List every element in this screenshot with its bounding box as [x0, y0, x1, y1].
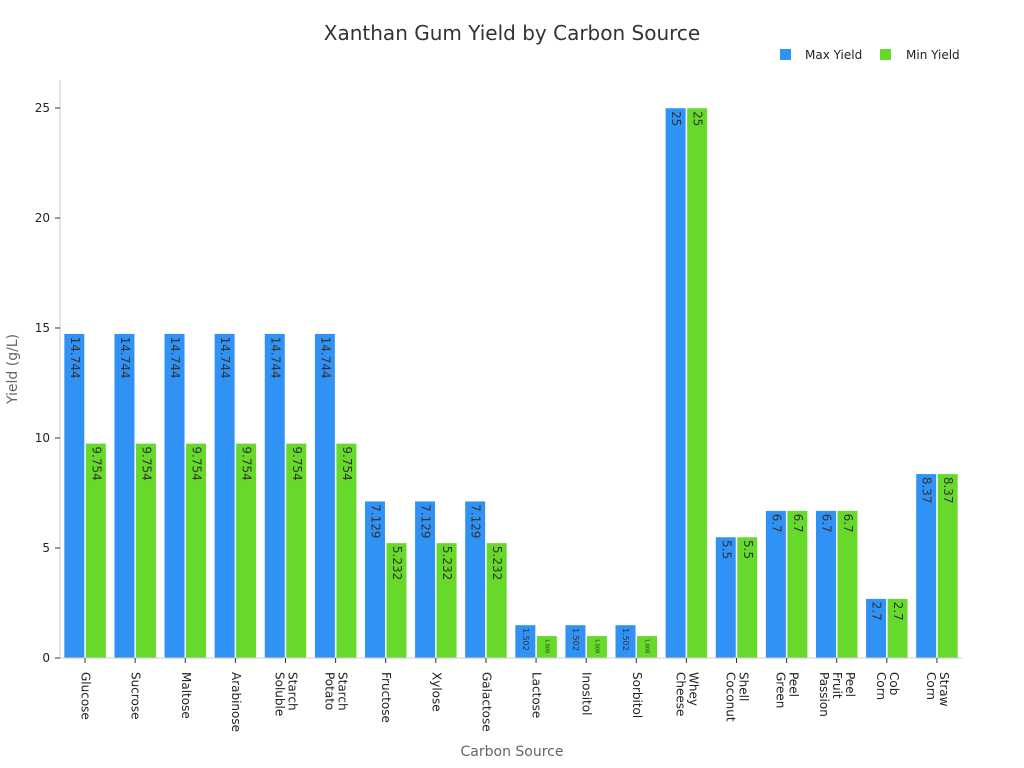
x-tick-label-passion-fruit-peel: Passion [817, 672, 831, 717]
x-tick-label-arabinose: Arabinose [229, 672, 243, 732]
legend: Max Yield Min Yield [780, 48, 960, 62]
bar-label-min-yield-corn-cob: 2.7 [891, 602, 905, 621]
y-axis-ticks: 0 5 10 15 20 25 [35, 101, 60, 665]
bar-label-min-yield-glucose: 9.754 [89, 446, 103, 480]
bar-min-yield-cheese-whey [686, 107, 708, 659]
x-tick-label-sorbitol: Sorbitol [630, 672, 644, 718]
x-tick-label-coconut-shell: Coconut [724, 672, 738, 722]
x-tick-label-corn-straw: Corn [924, 672, 938, 700]
x-tick-label-fructose: Fructose [379, 672, 393, 723]
bar-max-yield-potato-starch [314, 333, 336, 659]
bar-label-max-yield-passion-fruit-peel: 6.7 [819, 514, 833, 533]
bar-label-max-yield-glucose: 14.744 [68, 337, 82, 379]
y-tick-label: 5 [42, 541, 50, 555]
bar-label-min-yield-fructose: 5.232 [390, 546, 404, 580]
y-tick-label: 10 [35, 431, 50, 445]
x-tick-label-glucose: Glucose [79, 672, 93, 720]
x-axis-ticks: Glucose Sucrose Maltose Arabinose Soluble Sta… [79, 658, 951, 732]
bar-label-min-yield-green-peel: 6.7 [791, 514, 805, 533]
bar-label-max-yield-arabinose: 14.744 [218, 337, 232, 379]
bar-label-max-yield-maltose: 14.744 [168, 337, 182, 379]
x-tick-label-maltose: Maltose [179, 672, 193, 719]
x-tick-label-potato-starch: Potato [323, 672, 337, 710]
bar-label-max-yield-corn-cob: 2.7 [870, 602, 884, 621]
x-tick-label-galactose: Galactose [479, 672, 493, 732]
x-tick-label-xylose: Xylose [429, 672, 443, 712]
bars [63, 107, 959, 659]
bar-value-labels: 14.744 9.754 14.744 9.754 14.744 9.754 14.744 9… [68, 111, 955, 653]
x-tick-label-sucrose: Sucrose [129, 672, 143, 719]
y-tick-label: 15 [35, 321, 50, 335]
bar-label-min-yield-sorbitol: 1.008 [644, 639, 650, 653]
bar-label-min-yield-sucrose: 9.754 [139, 446, 153, 480]
bar-label-min-yield-soluble-starch: 9.754 [290, 446, 304, 480]
legend-swatch-max-yield [780, 49, 791, 60]
bar-max-yield-glucose [63, 333, 85, 659]
legend-swatch-min-yield [880, 49, 891, 60]
bar-label-min-yield-inositol: 1.008 [593, 639, 599, 653]
bar-label-max-yield-inositol: 1.502 [571, 628, 580, 651]
bar-label-max-yield-sucrose: 14.744 [118, 337, 132, 379]
bar-label-max-yield-lactose: 1.502 [521, 628, 530, 651]
bar-label-min-yield-potato-starch: 9.754 [340, 446, 354, 480]
bar-label-max-yield-potato-starch: 14.744 [318, 337, 332, 379]
x-axis-title: Carbon Source [461, 744, 564, 760]
bar-label-min-yield-xylose: 5.232 [440, 546, 454, 580]
y-axis-title: Yield (g/L) [5, 334, 21, 405]
bar-min-yield-green-peel [786, 510, 808, 659]
bar-max-yield-passion-fruit-peel [815, 510, 837, 659]
x-tick-label-passion-fruit-peel: Peel [843, 672, 857, 697]
x-tick-label-cheese-whey: Whey [686, 672, 700, 706]
bar-label-min-yield-maltose: 9.754 [190, 446, 204, 480]
x-tick-label-corn-straw: Straw [937, 672, 951, 707]
y-tick-label: 20 [35, 211, 50, 225]
x-tick-label-potato-starch: Starch [336, 672, 350, 711]
bar-label-min-yield-arabinose: 9.754 [240, 446, 254, 480]
bar-label-max-yield-fructose: 7.129 [368, 504, 382, 538]
legend-label-max-yield: Max Yield [805, 48, 862, 62]
bar-label-min-yield-galactose: 5.232 [490, 546, 504, 580]
bar-max-yield-cheese-whey [665, 107, 687, 659]
x-tick-label-corn-cob: Corn [874, 672, 888, 700]
y-tick-label: 25 [35, 101, 50, 115]
bar-max-yield-sucrose [113, 333, 135, 659]
bar-label-max-yield-soluble-starch: 14.744 [268, 337, 282, 379]
bar-min-yield-passion-fruit-peel [836, 510, 858, 659]
x-tick-label-corn-cob: Cob [887, 672, 901, 695]
bar-max-yield-green-peel [765, 510, 787, 659]
x-tick-label-green-peel: Peel [787, 672, 801, 697]
x-tick-label-cheese-whey: Cheese [673, 672, 687, 716]
y-tick-label: 0 [42, 651, 50, 665]
chart-title: Xanthan Gum Yield by Carbon Source [324, 21, 700, 45]
bar-label-max-yield-sorbitol: 1.502 [621, 628, 630, 651]
bar-label-max-yield-cheese-whey: 25 [669, 111, 683, 126]
x-tick-label-soluble-starch: Starch [286, 672, 300, 711]
bar-max-yield-arabinose [214, 333, 236, 659]
bar-label-max-yield-galactose: 7.129 [469, 504, 483, 538]
bar-label-min-yield-cheese-whey: 25 [691, 111, 705, 126]
bar-label-min-yield-corn-straw: 8.37 [941, 477, 955, 504]
legend-label-min-yield: Min Yield [906, 48, 960, 62]
bar-label-min-yield-coconut-shell: 5.5 [741, 540, 755, 559]
bar-label-max-yield-coconut-shell: 5.5 [719, 540, 733, 559]
bar-max-yield-maltose [164, 333, 186, 659]
bar-max-yield-soluble-starch [264, 333, 286, 659]
bar-label-min-yield-passion-fruit-peel: 6.7 [841, 514, 855, 533]
bar-label-max-yield-xylose: 7.129 [419, 504, 433, 538]
x-tick-label-passion-fruit-peel: Fruit [830, 672, 844, 699]
bar-label-max-yield-corn-straw: 8.37 [920, 477, 934, 504]
x-tick-label-inositol: Inositol [580, 672, 594, 715]
bar-label-max-yield-green-peel: 6.7 [769, 514, 783, 533]
bar-label-min-yield-lactose: 1.008 [543, 639, 549, 653]
x-tick-label-soluble-starch: Soluble [273, 672, 287, 716]
x-tick-label-lactose: Lactose [530, 672, 544, 718]
x-tick-label-coconut-shell: Shell [737, 672, 751, 701]
x-tick-label-green-peel: Green [774, 672, 788, 708]
